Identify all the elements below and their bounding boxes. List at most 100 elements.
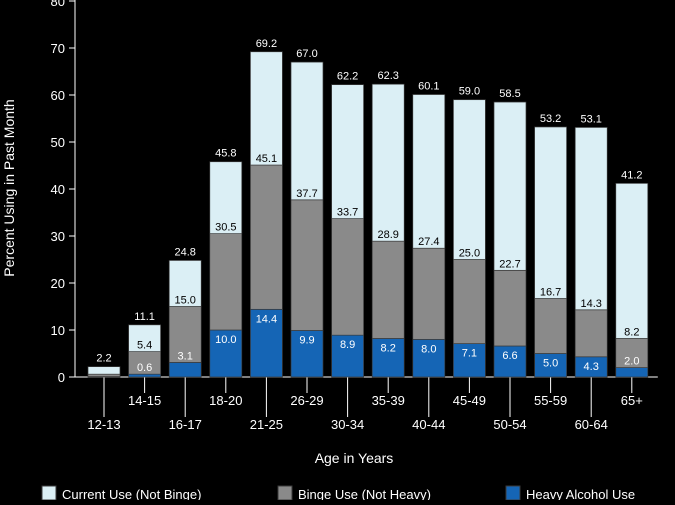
- total-value-label: 41.2: [621, 169, 642, 181]
- binge-total-label: 45.1: [256, 153, 277, 165]
- total-value-label: 45.8: [215, 148, 236, 160]
- legend-label-heavy-use: Heavy Alcohol Use: [526, 487, 635, 500]
- bar-segment-current-use: [291, 62, 323, 200]
- x-tick-label: 45-49: [453, 393, 486, 408]
- bar-segment-current-use: [494, 102, 526, 270]
- x-tick-label: 40-44: [412, 417, 445, 432]
- y-tick-label: 30: [51, 229, 65, 244]
- bar-segment-binge-use: [535, 299, 567, 354]
- bar-segment-binge-use: [250, 165, 282, 309]
- y-tick-label: 70: [51, 41, 65, 56]
- binge-total-label: 30.5: [215, 222, 236, 234]
- x-axis-label: Age in Years: [315, 450, 394, 466]
- total-value-label: 2.2: [96, 353, 111, 365]
- legend-swatch-current-use: [42, 486, 56, 500]
- x-tick-label: 21-25: [250, 417, 283, 432]
- bar-segment-current-use: [535, 127, 567, 299]
- total-value-label: 67.0: [296, 48, 317, 60]
- legend-swatch-binge-use: [278, 486, 292, 500]
- heavy-value-label: 2.0: [624, 356, 639, 368]
- legend-label-current-use: Current Use (Not Binge): [62, 487, 201, 500]
- y-axis-label: Percent Using in Past Month: [1, 99, 17, 276]
- bar-segment-current-use: [250, 52, 282, 165]
- binge-total-label: 15.0: [174, 295, 195, 307]
- bar-segment-heavy-use: [169, 362, 201, 377]
- legend-swatch-heavy-use: [506, 486, 520, 500]
- total-value-label: 11.1: [134, 311, 155, 323]
- total-value-label: 59.0: [459, 86, 480, 98]
- heavy-value-label: 8.9: [340, 339, 355, 351]
- bars-layer: [88, 52, 648, 377]
- bar-segment-binge-use: [494, 270, 526, 346]
- binge-total-label: 5.4: [137, 340, 152, 352]
- legend-label-binge-use: Binge Use (Not Heavy): [298, 487, 431, 500]
- heavy-value-label: 6.6: [502, 350, 517, 362]
- bar-segment-heavy-use: [616, 368, 648, 377]
- binge-total-label: 33.7: [337, 207, 358, 219]
- heavy-value-label: 9.9: [299, 334, 314, 346]
- total-value-label: 62.3: [377, 70, 398, 82]
- total-value-label: 69.2: [256, 38, 277, 50]
- x-tick-label: 30-34: [331, 417, 364, 432]
- bar-segment-binge-use: [332, 219, 364, 336]
- total-value-label: 58.5: [499, 88, 520, 100]
- binge-total-label: 14.3: [580, 298, 601, 310]
- x-tick-label: 55-59: [534, 393, 567, 408]
- bar-segment-binge-use: [453, 260, 485, 344]
- y-tick-label: 80: [51, 0, 65, 9]
- total-value-label: 60.1: [418, 81, 439, 93]
- heavy-value-label: 7.1: [462, 348, 477, 360]
- bar-segment-current-use: [616, 183, 648, 338]
- bar-segment-current-use: [372, 84, 404, 241]
- total-value-label: 24.8: [174, 246, 195, 258]
- x-tick-label: 18-20: [209, 393, 242, 408]
- y-tick-label: 10: [51, 323, 65, 338]
- heavy-value-label: 5.0: [543, 358, 558, 370]
- x-tick-label: 65+: [621, 393, 643, 408]
- x-tick-label: 26-29: [290, 393, 323, 408]
- total-value-label: 53.2: [540, 113, 561, 125]
- bar-segment-binge-use: [372, 241, 404, 338]
- heavy-value-label: 0.6: [137, 362, 152, 374]
- y-tick-label: 20: [51, 276, 65, 291]
- bar-segment-current-use: [88, 367, 120, 375]
- heavy-value-label: 3.1: [178, 350, 193, 362]
- x-tick-label: 35-39: [372, 393, 405, 408]
- heavy-value-label: 8.2: [381, 342, 396, 354]
- binge-total-label: 16.7: [540, 287, 561, 299]
- binge-total-label: 28.9: [377, 229, 398, 241]
- y-tick-label: 0: [58, 370, 65, 385]
- bar-segment-binge-use: [575, 310, 607, 357]
- heavy-value-label: 8.0: [421, 343, 436, 355]
- x-tick-label: 60-64: [575, 417, 608, 432]
- y-tick-label: 50: [51, 135, 65, 150]
- y-tick-label: 60: [51, 88, 65, 103]
- bar-segment-heavy-use: [129, 374, 161, 377]
- binge-total-label: 37.7: [296, 188, 317, 200]
- bar-segment-current-use: [413, 95, 445, 249]
- x-tick-label: 16-17: [169, 417, 202, 432]
- bar-segment-binge-use: [413, 248, 445, 339]
- x-tick-label: 50-54: [493, 417, 526, 432]
- binge-total-label: 25.0: [459, 248, 480, 260]
- x-tick-label: 14-15: [128, 393, 161, 408]
- heavy-value-label: 10.0: [215, 334, 236, 346]
- binge-total-label: 27.4: [418, 236, 439, 248]
- total-value-label: 62.2: [337, 71, 358, 83]
- x-tick-label: 12-13: [87, 417, 120, 432]
- bar-segment-binge-use: [210, 234, 242, 330]
- y-tick-label: 40: [51, 182, 65, 197]
- legend: Current Use (Not Binge) Binge Use (Not H…: [42, 486, 635, 500]
- binge-total-label: 8.2: [624, 326, 639, 338]
- bar-segment-current-use: [332, 85, 364, 219]
- heavy-value-label: 4.3: [584, 361, 599, 373]
- bar-segment-binge-use: [291, 200, 323, 331]
- binge-total-label: 22.7: [499, 258, 520, 270]
- bar-segment-binge-use: [88, 374, 120, 376]
- bar-segment-current-use: [575, 127, 607, 309]
- bar-segment-current-use: [453, 100, 485, 260]
- heavy-value-label: 14.4: [256, 313, 277, 325]
- total-value-label: 53.1: [580, 113, 601, 125]
